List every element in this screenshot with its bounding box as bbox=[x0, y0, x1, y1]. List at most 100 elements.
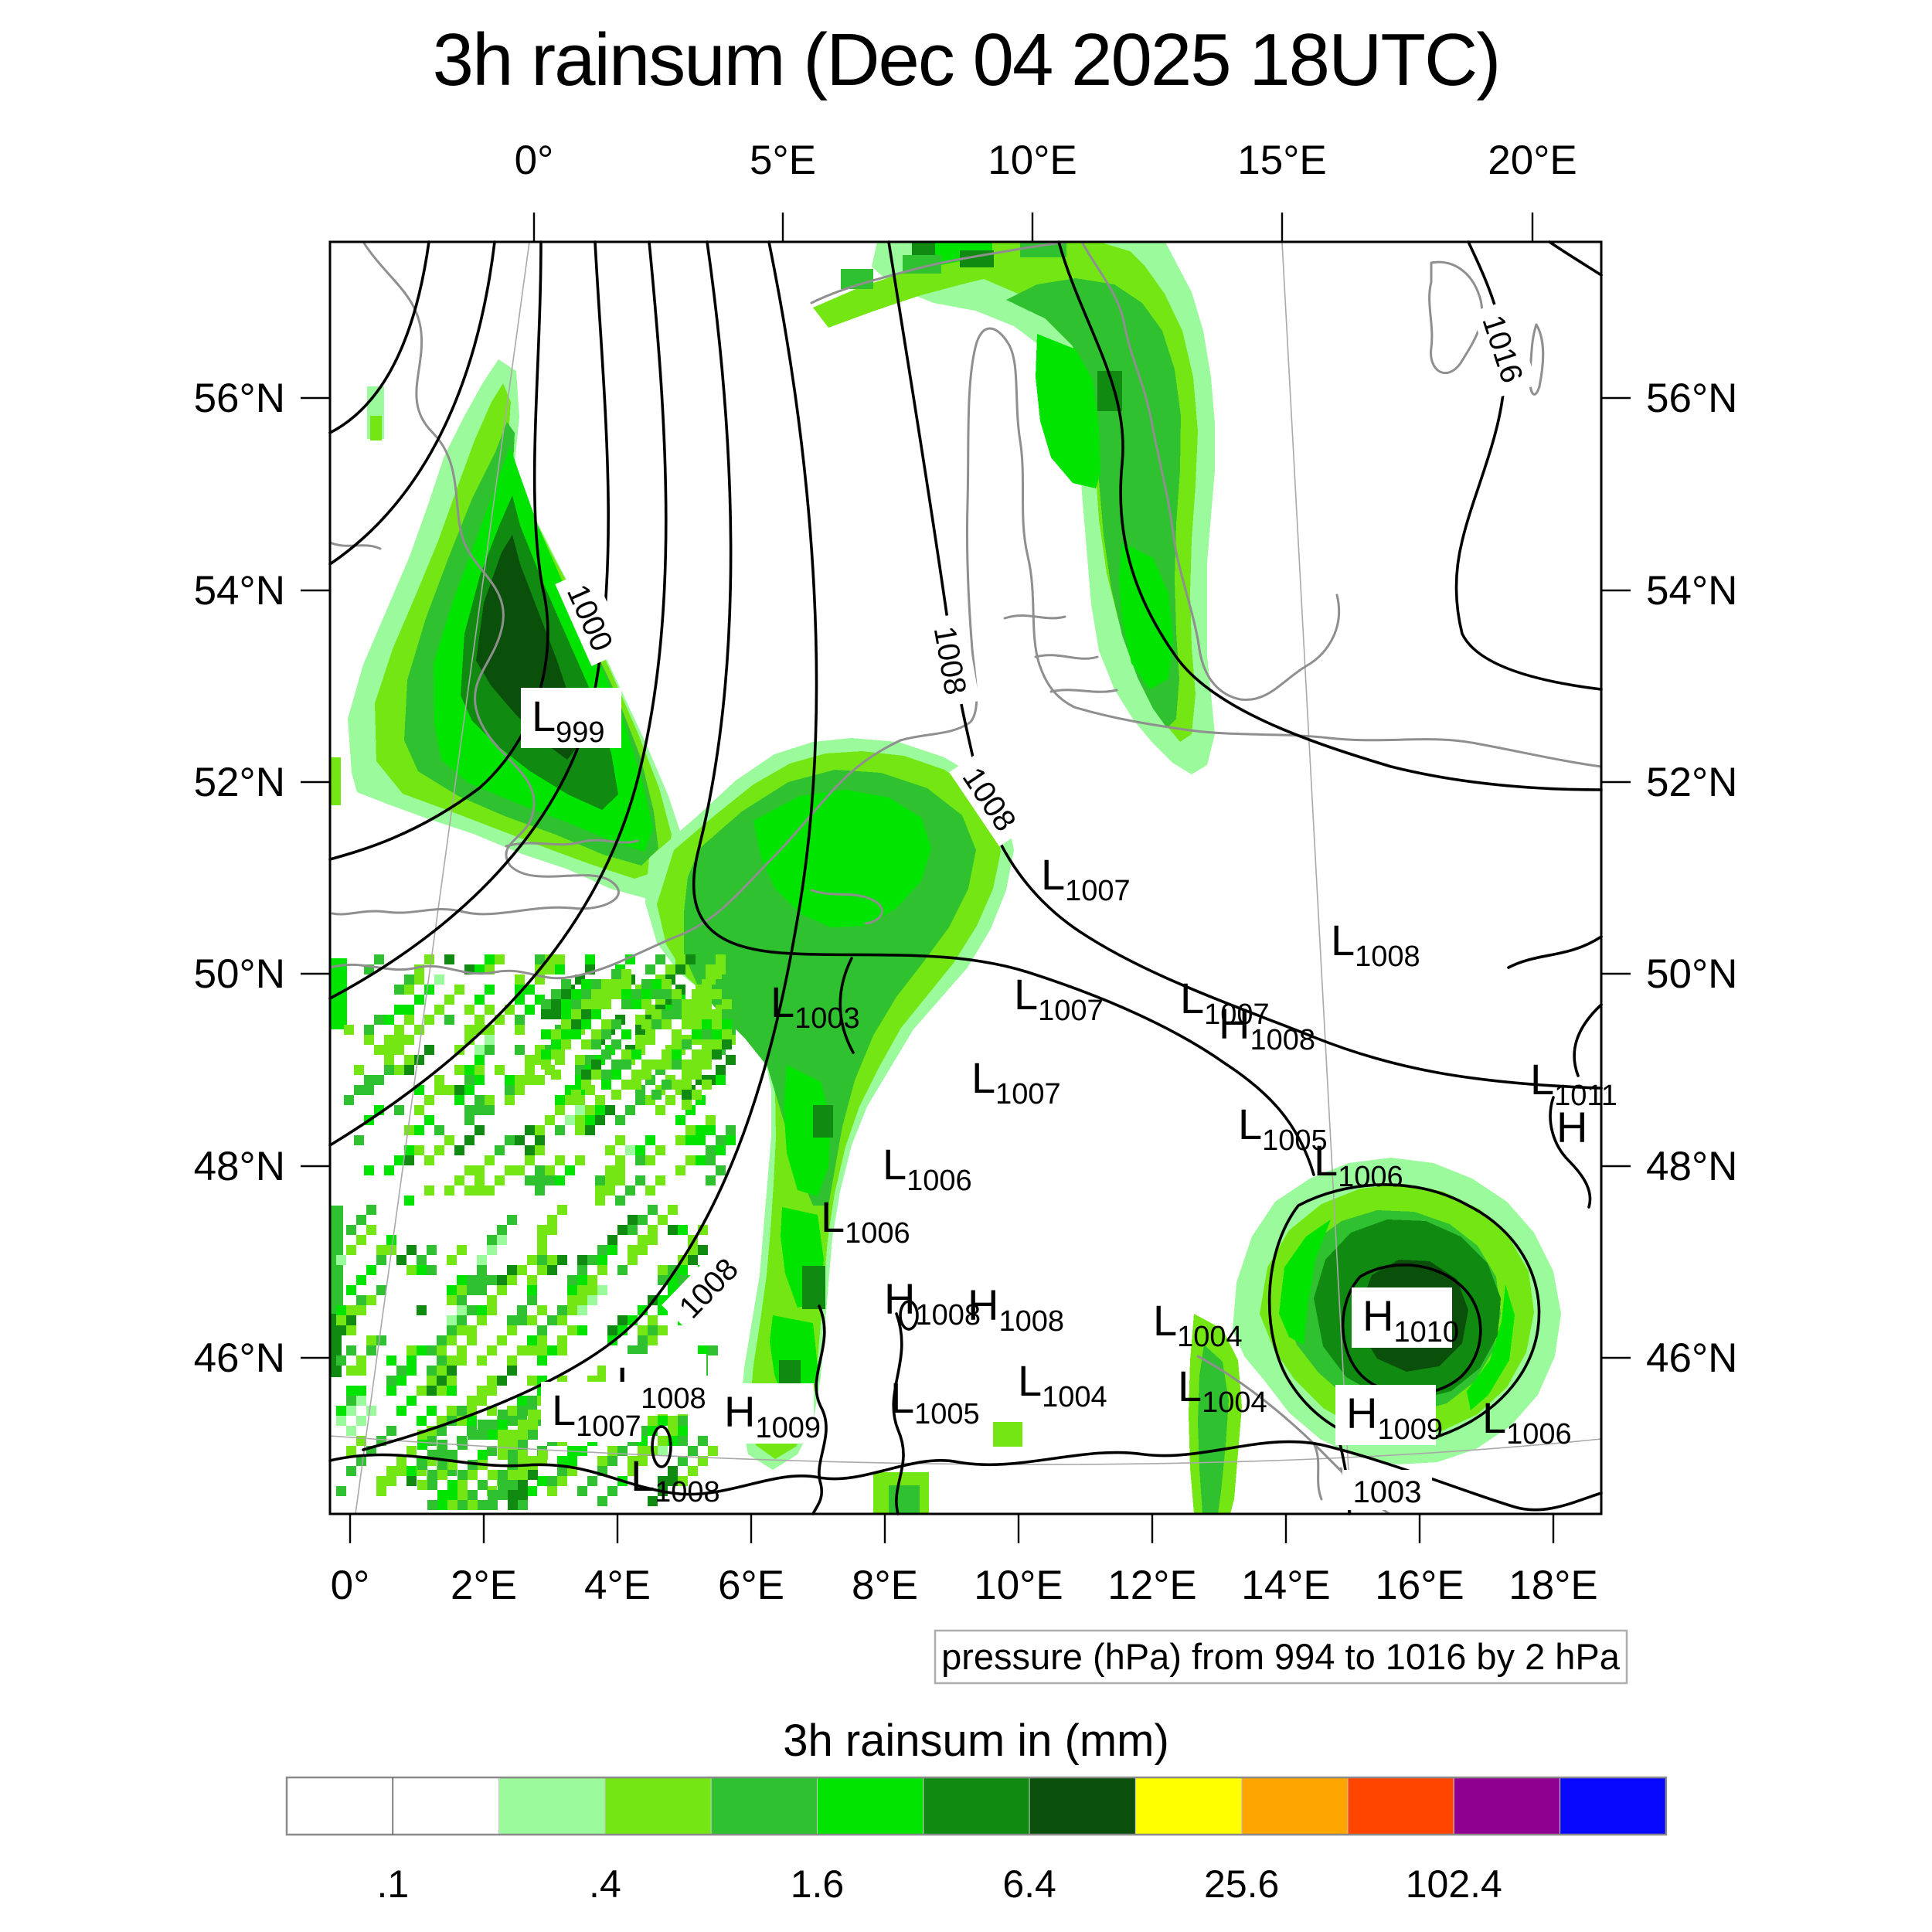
rain-cell bbox=[567, 1456, 577, 1466]
rain-cell bbox=[615, 1196, 625, 1206]
rain-cell bbox=[356, 1235, 366, 1245]
rain-cell bbox=[424, 985, 434, 995]
rain-cell bbox=[346, 1305, 356, 1315]
pressure-center-label: L1007 bbox=[1014, 970, 1104, 1027]
right-axis-label: 46°N bbox=[1646, 1335, 1737, 1381]
rain-cell bbox=[675, 1115, 685, 1125]
isobar-1008-west bbox=[362, 240, 818, 1451]
rain-cell bbox=[601, 999, 611, 1009]
coastline-oland bbox=[1529, 323, 1545, 396]
rain-cell bbox=[518, 1490, 528, 1500]
rain-cell bbox=[535, 954, 545, 964]
rain-cell bbox=[577, 1265, 587, 1275]
rain-cell bbox=[457, 1470, 468, 1480]
rain-cell bbox=[495, 1175, 505, 1185]
isobar-meander-1 bbox=[811, 1304, 828, 1515]
rain-cell bbox=[726, 1135, 736, 1145]
rain-cell bbox=[505, 1075, 515, 1085]
rain-cell bbox=[414, 1145, 424, 1155]
pressure-center-label: L1006 bbox=[821, 1192, 910, 1250]
rain-cell bbox=[384, 1015, 394, 1025]
rain-cell bbox=[376, 1285, 386, 1295]
rain-cell bbox=[591, 989, 601, 999]
rain-cell bbox=[601, 1070, 611, 1080]
rain-cell bbox=[668, 1416, 678, 1426]
rain-cell bbox=[525, 1175, 535, 1185]
rain-cell bbox=[726, 1125, 736, 1135]
rain-cell bbox=[615, 1165, 625, 1175]
rain-cell bbox=[611, 1019, 621, 1029]
isobar-994 bbox=[328, 240, 430, 434]
pressure-center-label: L1007 bbox=[1041, 850, 1131, 907]
rain-cell bbox=[635, 1145, 645, 1155]
rain-cell bbox=[575, 1105, 585, 1115]
rain-cell bbox=[625, 1185, 635, 1196]
rain-cell bbox=[508, 1470, 518, 1480]
rain-cell bbox=[557, 1335, 567, 1345]
rain-cell bbox=[672, 1009, 682, 1019]
rain-cell bbox=[561, 1029, 571, 1039]
rain-cell bbox=[366, 1406, 376, 1416]
rain-cell bbox=[527, 1396, 537, 1406]
bottom-axis-label: 0° bbox=[331, 1563, 370, 1608]
rain-cell bbox=[726, 985, 736, 995]
rain-cell bbox=[567, 1275, 577, 1285]
rain-cell bbox=[477, 1275, 487, 1285]
rain-cell bbox=[467, 1335, 477, 1345]
rain-cell bbox=[551, 989, 561, 999]
rain-cell bbox=[518, 1470, 528, 1480]
rain-cell bbox=[722, 1039, 732, 1049]
colorbar-tick-label: 1.6 bbox=[791, 1862, 845, 1906]
rain-balkans-bright bbox=[1279, 1219, 1331, 1345]
rain-cell bbox=[597, 1245, 607, 1255]
rain-cell bbox=[336, 1255, 346, 1265]
low-pressure-center: L1004 bbox=[1153, 1296, 1243, 1353]
rain-cell bbox=[444, 954, 454, 964]
rain-cell bbox=[525, 1055, 535, 1065]
pressure-center-label: L1004 bbox=[1018, 1356, 1107, 1413]
rain-cell bbox=[525, 1145, 535, 1155]
rain-cell bbox=[447, 1386, 457, 1396]
rain-cell bbox=[394, 1025, 404, 1035]
rain-cell bbox=[537, 1265, 547, 1275]
rain-cell bbox=[678, 1456, 688, 1466]
rain-cell bbox=[396, 1466, 406, 1476]
rain-cell bbox=[581, 1080, 591, 1090]
rain-cell bbox=[993, 1422, 1022, 1447]
rain-cell bbox=[498, 1490, 508, 1500]
rain-cell bbox=[386, 1476, 396, 1486]
rain-cell bbox=[535, 1135, 545, 1145]
rain-cell bbox=[658, 1446, 668, 1456]
rain-cell bbox=[628, 1255, 638, 1265]
rain-cell bbox=[605, 1185, 615, 1196]
pressure-contours bbox=[328, 240, 1603, 1515]
left-axis-label: 56°N bbox=[194, 376, 285, 421]
rain-cell bbox=[655, 1175, 665, 1185]
rain-cell bbox=[561, 1019, 571, 1029]
rain-cell bbox=[356, 1305, 366, 1315]
rain-cell bbox=[678, 1225, 688, 1235]
rain-cell bbox=[454, 1095, 464, 1105]
rain-cell bbox=[555, 1095, 565, 1105]
label-backing-box bbox=[521, 688, 621, 748]
isobar-1018 bbox=[1548, 240, 1603, 277]
rain-cell bbox=[508, 1500, 518, 1510]
rain-cell bbox=[547, 1215, 557, 1225]
rain-cell bbox=[474, 1185, 485, 1196]
rain-cell bbox=[518, 1440, 528, 1450]
rain-cell bbox=[527, 1295, 537, 1305]
rain-cell bbox=[498, 1480, 508, 1490]
rain-cell bbox=[518, 1500, 528, 1510]
rain-cell bbox=[330, 757, 341, 805]
rain-cell bbox=[498, 1410, 508, 1420]
rain-cell bbox=[474, 1065, 485, 1075]
rain-cell bbox=[668, 1476, 678, 1486]
rain-cell bbox=[507, 1265, 517, 1275]
rain-cell bbox=[648, 1225, 658, 1235]
rain-cell bbox=[587, 1255, 597, 1265]
low-pressure-center: L1006 bbox=[883, 1140, 972, 1197]
colorbar-tick-label: 25.6 bbox=[1204, 1862, 1279, 1906]
top-axis-label: 5°E bbox=[750, 138, 816, 183]
map-frame bbox=[328, 240, 1603, 1515]
